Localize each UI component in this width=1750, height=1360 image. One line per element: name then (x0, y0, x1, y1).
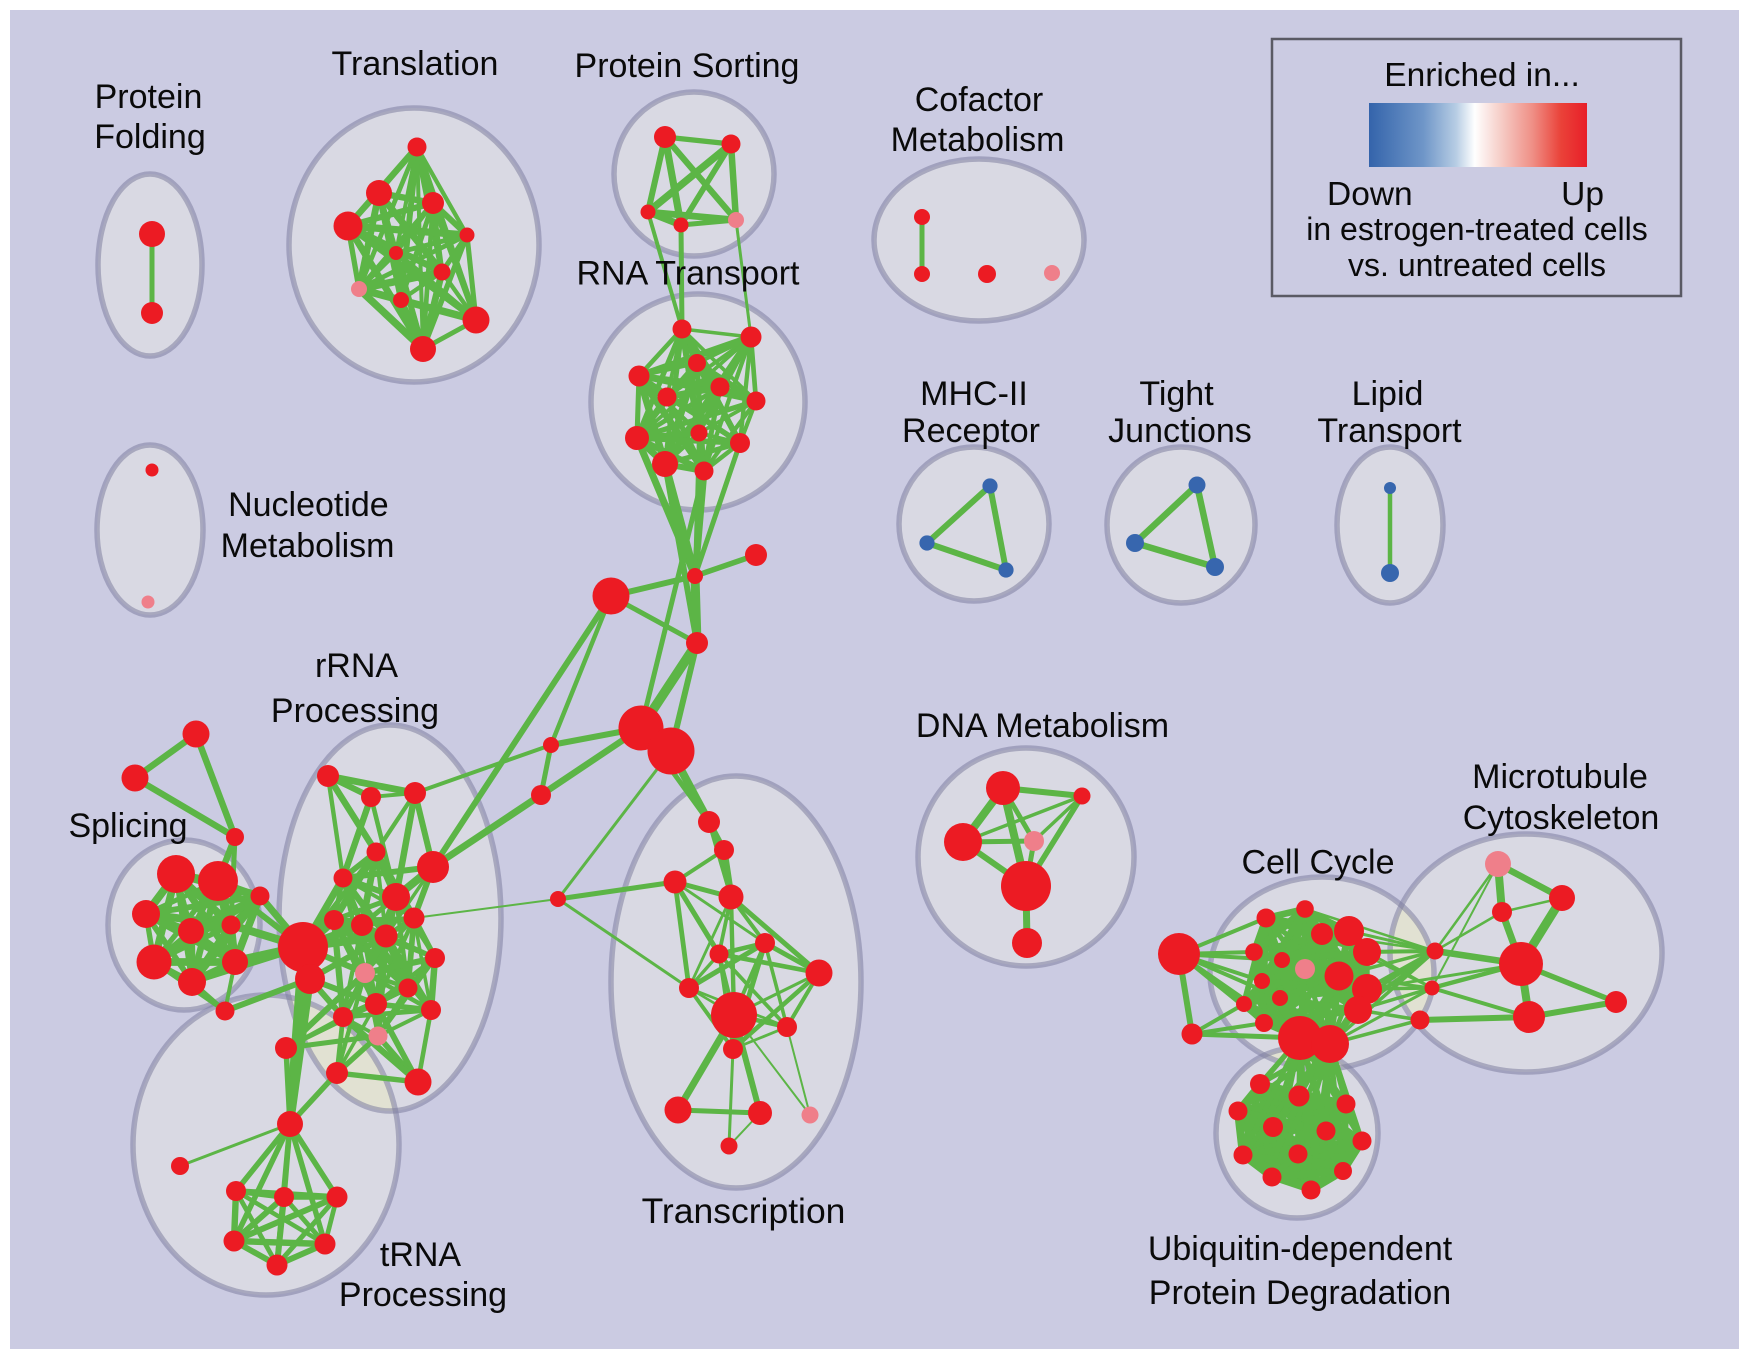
svg-text:Junctions: Junctions (1108, 412, 1252, 450)
svg-text:Protein Sorting: Protein Sorting (575, 47, 800, 85)
svg-text:vs. untreated cells: vs. untreated cells (1348, 247, 1606, 283)
svg-text:Down: Down (1327, 176, 1413, 213)
svg-text:Processing: Processing (271, 692, 439, 730)
svg-text:Splicing: Splicing (68, 807, 187, 845)
svg-text:tRNA: tRNA (380, 1236, 462, 1274)
svg-text:Metabolism: Metabolism (221, 527, 395, 565)
svg-text:Protein: Protein (95, 78, 203, 116)
svg-text:Ubiquitin-dependent: Ubiquitin-dependent (1148, 1230, 1453, 1268)
svg-text:Microtubule: Microtubule (1472, 758, 1648, 796)
svg-text:DNA Metabolism: DNA Metabolism (916, 707, 1169, 745)
svg-text:rRNA: rRNA (315, 647, 398, 685)
svg-text:Cytoskeleton: Cytoskeleton (1463, 799, 1660, 837)
svg-text:Nucleotide: Nucleotide (228, 486, 389, 524)
svg-text:Receptor: Receptor (902, 412, 1040, 450)
svg-text:RNA Transport: RNA Transport (577, 255, 801, 293)
svg-text:Folding: Folding (94, 118, 206, 156)
svg-text:Processing: Processing (339, 1276, 507, 1314)
svg-text:Lipid: Lipid (1352, 375, 1424, 413)
svg-text:Enriched in...: Enriched in... (1384, 57, 1580, 94)
svg-text:Transcription: Transcription (642, 1191, 846, 1231)
svg-text:MHC-II: MHC-II (920, 375, 1028, 413)
svg-text:Transport: Transport (1317, 412, 1462, 450)
svg-text:in estrogen-treated cells: in estrogen-treated cells (1306, 211, 1648, 247)
svg-text:Protein Degradation: Protein Degradation (1149, 1274, 1451, 1312)
svg-text:Up: Up (1561, 176, 1604, 213)
svg-text:Metabolism: Metabolism (891, 121, 1065, 159)
svg-text:Cell Cycle: Cell Cycle (1241, 844, 1394, 882)
svg-text:Translation: Translation (332, 45, 499, 83)
svg-text:Cofactor: Cofactor (915, 81, 1044, 119)
svg-text:Tight: Tight (1139, 375, 1214, 413)
